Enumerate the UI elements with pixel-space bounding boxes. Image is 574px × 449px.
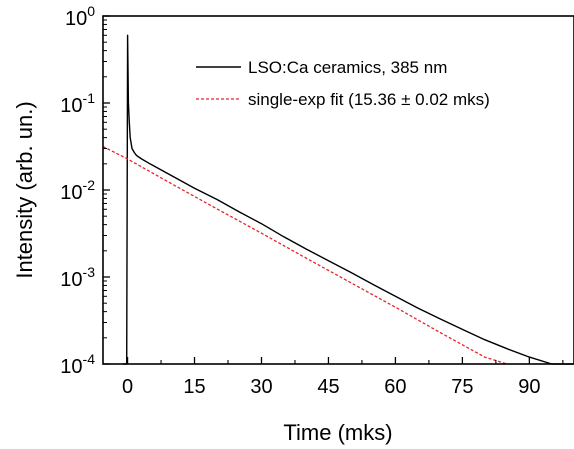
y-axis-title: Intensity (arb. un.) (12, 101, 37, 278)
y-tick-label: 10-4 (60, 351, 95, 378)
x-tick-label: 90 (518, 376, 540, 398)
x-tick-label: 45 (317, 376, 339, 398)
plot-area (102, 34, 574, 365)
series-line-0 (123, 34, 574, 365)
x-axis-title: Time (mks) (283, 420, 392, 445)
x-tick-label: 60 (384, 376, 406, 398)
legend-label-fit: single-exp fit (15.36 ± 0.02 mks) (248, 90, 490, 109)
y-tick-label: 10-3 (60, 264, 95, 291)
legend: LSO:Ca ceramics, 385 nm single-exp fit (… (196, 58, 490, 109)
y-tick-label: 10-1 (60, 90, 95, 117)
x-tick-label: 15 (183, 376, 205, 398)
y-tick-label: 100 (65, 3, 95, 30)
series-line-1 (102, 145, 508, 365)
x-axis-ticks: 0 15 30 45 60 75 90 (122, 357, 564, 398)
y-tick-label: 10-2 (60, 177, 95, 204)
x-tick-label: 75 (451, 376, 473, 398)
legend-label-measured: LSO:Ca ceramics, 385 nm (248, 58, 447, 77)
x-tick-label: 30 (250, 376, 272, 398)
y-axis-ticks: 10-4 10-3 10-2 10-1 100 (60, 3, 110, 378)
x-tick-label: 0 (122, 376, 133, 398)
